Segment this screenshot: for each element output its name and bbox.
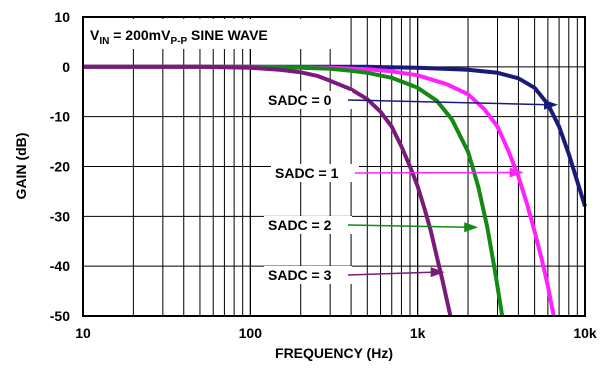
chart-title-box: VIN = 200mVP-P SINE WAVE: [83, 19, 347, 49]
annotation-arrow-line-0: [347, 99, 549, 106]
y-tick-label: -50: [50, 308, 70, 324]
annotation-arrow-head-3: [430, 267, 445, 278]
annotation-arrow-line-1: [354, 171, 514, 174]
annotation-arrow-line-3: [347, 271, 435, 276]
annotation-label-bg: [271, 164, 359, 182]
annotation-label-bg: [264, 266, 352, 284]
annotation-arrow-line-2: [347, 224, 469, 229]
x-tick-label: 1k: [410, 325, 426, 341]
y-tick-label: -20: [50, 159, 70, 175]
annotation-label-bg: [264, 216, 352, 234]
y-tick-label: -40: [50, 258, 70, 274]
annotation-arrow-head-2: [464, 222, 479, 233]
chart-title: VIN = 200mVP-P SINE WAVE: [90, 27, 268, 47]
series-line-1: [83, 64, 556, 317]
annotation-label-3: SADC = 3: [268, 267, 332, 283]
series-line-3: [83, 64, 453, 317]
annotation-label-bg: [264, 91, 352, 109]
y-tick-label: 0: [62, 59, 70, 75]
annotation-label-0: SADC = 0: [268, 92, 332, 108]
y-tick-label: 10: [54, 9, 70, 25]
x-tick-label: 100: [239, 325, 263, 341]
x-axis-title: FREQUENCY (Hz): [275, 345, 393, 361]
annotations: SADC = 0 SADC = 1 SADC = 2 SADC = 3: [264, 91, 559, 284]
annotation-arrow-head-1: [509, 167, 524, 178]
annotation-label-2: SADC = 2: [268, 217, 332, 233]
x-tick-label: 10k: [573, 325, 597, 341]
x-tick-label: 10: [75, 325, 91, 341]
annotation-label-1: SADC = 1: [275, 165, 339, 181]
y-tick-label: -30: [50, 208, 70, 224]
series-line-2: [83, 64, 505, 317]
plot-frame: [82, 16, 586, 317]
annotation-arrow-head-0: [544, 99, 559, 110]
y-axis-title: GAIN (dB): [13, 133, 29, 200]
series-line-0: [83, 64, 587, 207]
curves: [83, 64, 587, 317]
y-tick-label: -10: [50, 109, 70, 125]
